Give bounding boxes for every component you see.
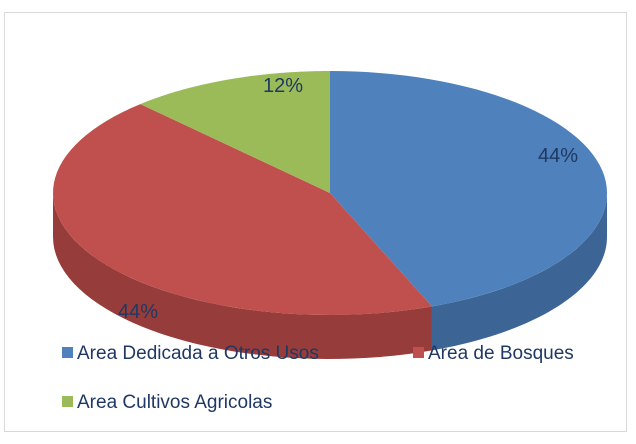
legend-swatch-2 xyxy=(62,396,73,407)
pie-slices xyxy=(53,71,607,315)
legend-label-0: Area Dedicada a Otros Usos xyxy=(77,343,319,364)
legend: Area Dedicada a Otros Usos Area de Bosqu… xyxy=(62,343,574,413)
legend-label-1: Area de Bosques xyxy=(428,343,574,364)
data-label-slice-1: 44% xyxy=(118,301,158,323)
legend-label-2: Area Cultivos Agricolas xyxy=(77,392,272,413)
legend-swatch-1 xyxy=(413,347,424,358)
data-label-slice-0: 44% xyxy=(538,145,578,167)
pie-slice-0 xyxy=(330,71,607,307)
legend-swatch-0 xyxy=(62,347,73,358)
pie-side-1 xyxy=(53,193,432,359)
pie-slice-1 xyxy=(53,104,432,315)
pie-side-0 xyxy=(431,193,607,351)
pie-sides xyxy=(53,193,607,359)
pie-slice-2 xyxy=(140,71,330,193)
data-label-slice-2: 12% xyxy=(263,75,303,97)
